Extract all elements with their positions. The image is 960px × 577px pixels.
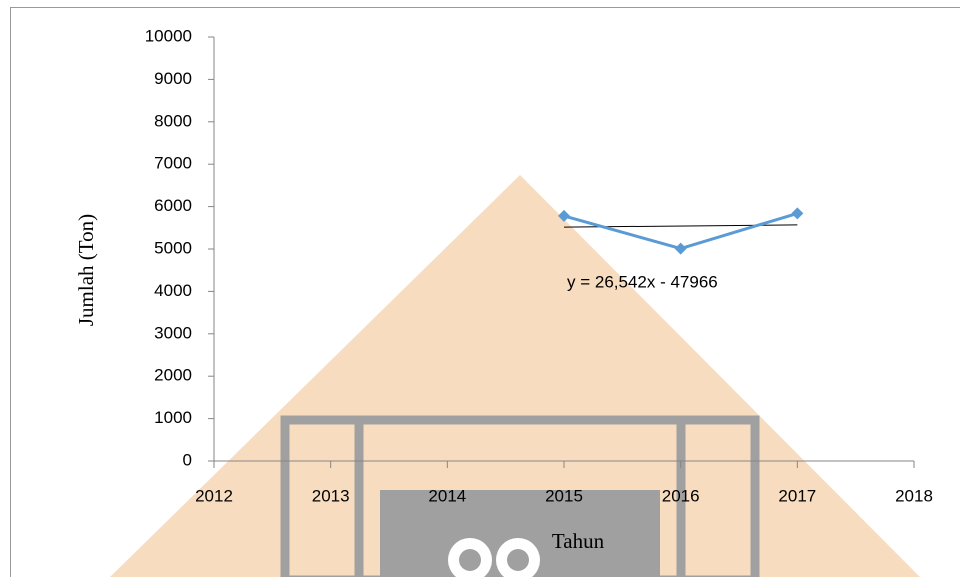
y-tick-label: 6000 [154,196,192,215]
x-axis-title: Tahun [552,529,605,553]
y-tick-label: 0 [183,450,192,469]
y-tick-label: 7000 [154,154,192,173]
x-tick-label: 2013 [312,486,350,505]
x-tick-label: 2018 [895,486,933,505]
x-tick-label: 2017 [778,486,816,505]
y-tick-label: 10000 [145,26,192,45]
y-tick-label: 3000 [154,323,192,342]
y-tick-label: 1000 [154,408,192,427]
y-tick-label: 2000 [154,366,192,385]
x-tick-label: 2012 [195,486,233,505]
chart: Tahun Jumlah (Ton) y = 26,542x - 47966 0… [0,0,960,577]
y-tick-label: 4000 [154,281,192,300]
y-tick-label: 8000 [154,111,192,130]
y-tick-label: 5000 [154,238,192,257]
trend-equation: y = 26,542x - 47966 [567,272,718,291]
y-tick-label: 9000 [154,69,192,88]
x-tick-label: 2016 [662,486,700,505]
x-tick-label: 2014 [428,486,466,505]
y-axis-title: Jumlah (Ton) [74,214,98,326]
x-tick-label: 2015 [545,486,583,505]
